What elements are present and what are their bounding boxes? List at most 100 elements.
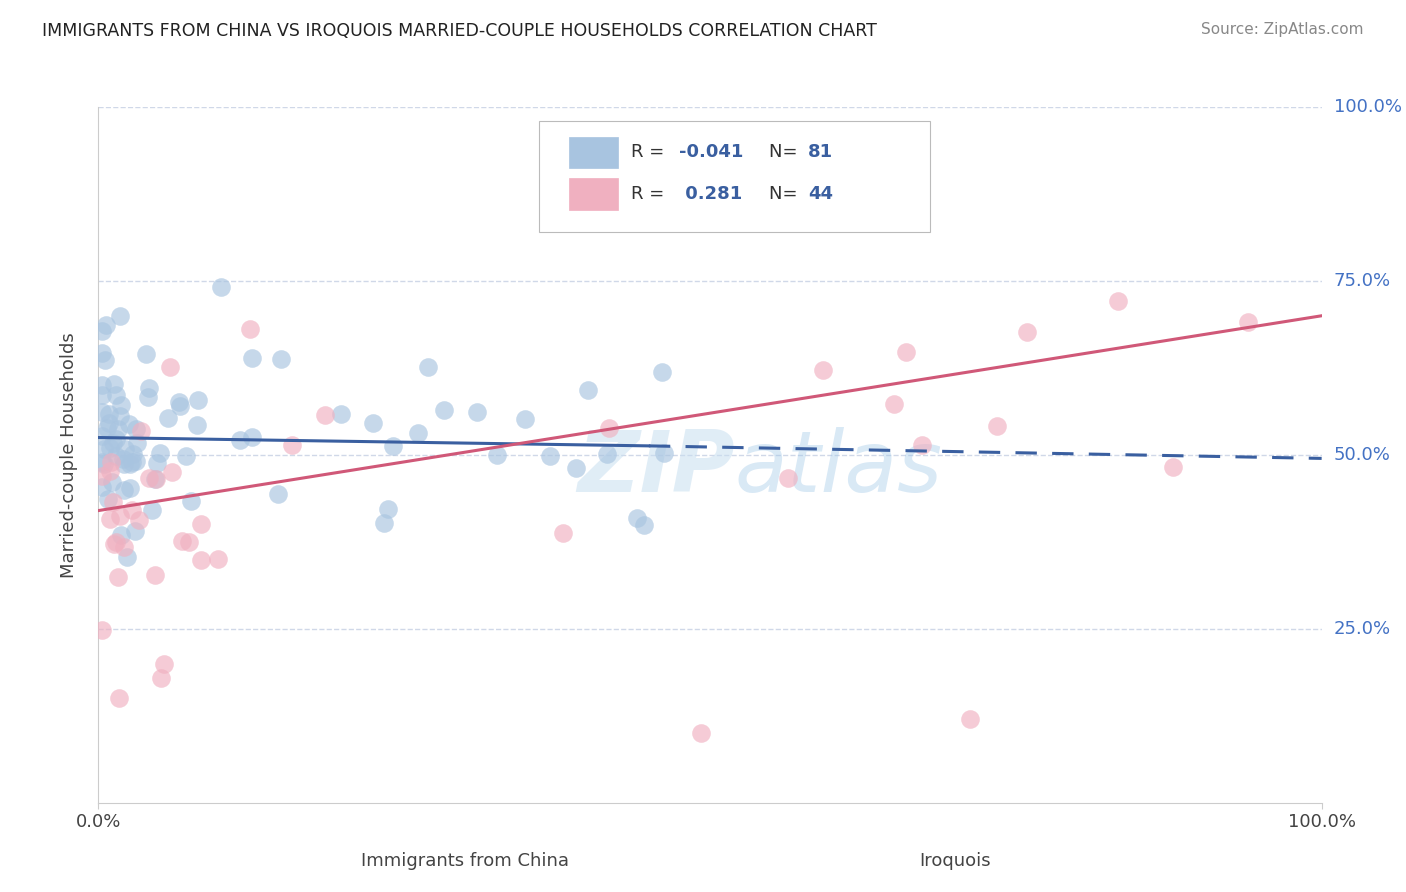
Y-axis label: Married-couple Households: Married-couple Households	[59, 332, 77, 578]
Point	[465, 405, 488, 419]
Point	[125, 422, 148, 436]
Point	[125, 454, 148, 468]
Point	[406, 425, 429, 440]
Text: 25.0%: 25.0%	[1334, 620, 1391, 638]
Point	[101, 495, 124, 509]
Point	[91, 480, 114, 494]
Point	[117, 549, 139, 564]
Text: R =: R =	[630, 144, 669, 161]
Point	[112, 483, 135, 498]
Point	[633, 517, 655, 532]
Point	[104, 450, 127, 464]
Point	[595, 447, 617, 461]
Text: R =: R =	[630, 185, 669, 203]
Point	[98, 441, 121, 455]
Point	[157, 411, 180, 425]
Point	[135, 346, 157, 360]
Point	[329, 407, 352, 421]
Point	[513, 412, 536, 426]
Point	[776, 471, 799, 485]
Point	[240, 351, 263, 365]
Point	[118, 457, 141, 471]
Point	[141, 503, 163, 517]
Point	[110, 398, 132, 412]
Point	[145, 472, 167, 486]
Point	[91, 624, 114, 638]
Point	[159, 360, 181, 375]
Point	[882, 397, 904, 411]
Point	[122, 447, 145, 461]
Point	[652, 446, 675, 460]
Point	[190, 517, 212, 532]
Point	[267, 487, 290, 501]
Point	[538, 449, 561, 463]
Point	[114, 442, 136, 456]
Point	[598, 421, 620, 435]
Point	[97, 491, 120, 506]
Point	[138, 381, 160, 395]
Text: N=: N=	[769, 185, 803, 203]
Point	[118, 481, 141, 495]
Point	[186, 418, 208, 433]
Point	[125, 436, 148, 450]
Point	[112, 457, 135, 471]
Point	[187, 392, 209, 407]
Text: 81: 81	[808, 144, 832, 161]
Point	[576, 383, 599, 397]
Point	[911, 438, 934, 452]
Point	[100, 455, 122, 469]
FancyBboxPatch shape	[569, 136, 619, 168]
Point	[128, 513, 150, 527]
Point	[108, 508, 131, 523]
Point	[91, 388, 114, 402]
Point	[94, 318, 117, 332]
Point	[93, 442, 115, 456]
Point	[485, 448, 508, 462]
Point	[98, 465, 121, 479]
Point	[689, 726, 711, 740]
Point	[145, 568, 167, 582]
Text: 0.281: 0.281	[679, 185, 742, 203]
Point	[91, 469, 114, 483]
Point	[239, 322, 262, 336]
Point	[93, 457, 115, 471]
Text: N=: N=	[769, 144, 803, 161]
Point	[361, 416, 384, 430]
Point	[314, 408, 336, 422]
Point	[94, 353, 117, 368]
Text: -0.041: -0.041	[679, 144, 744, 161]
Point	[98, 416, 121, 430]
Point	[381, 439, 404, 453]
Text: IMMIGRANTS FROM CHINA VS IROQUOIS MARRIED-COUPLE HOUSEHOLDS CORRELATION CHART: IMMIGRANTS FROM CHINA VS IROQUOIS MARRIE…	[42, 22, 877, 40]
Point	[107, 422, 129, 436]
Point	[91, 405, 114, 419]
Point	[112, 540, 135, 554]
Point	[105, 387, 128, 401]
Point	[101, 475, 124, 489]
Point	[1017, 325, 1039, 339]
Point	[240, 430, 263, 444]
Point	[121, 455, 143, 469]
Point	[104, 535, 127, 549]
Point	[553, 525, 575, 540]
Point	[149, 671, 172, 685]
Point	[270, 351, 292, 366]
Point	[1107, 293, 1129, 308]
Point	[91, 345, 114, 359]
Point	[169, 399, 191, 413]
Point	[91, 377, 114, 392]
Point	[153, 657, 176, 671]
Point	[110, 409, 132, 423]
Point	[373, 516, 395, 531]
Point	[129, 424, 152, 438]
Point	[98, 407, 121, 421]
Point	[91, 324, 114, 338]
Point	[162, 465, 184, 479]
Point	[98, 512, 121, 526]
Point	[1161, 460, 1184, 475]
Point	[894, 344, 917, 359]
Text: 100.0%: 100.0%	[1334, 98, 1402, 116]
Point	[149, 446, 172, 460]
Point	[209, 280, 232, 294]
Point	[207, 552, 229, 566]
